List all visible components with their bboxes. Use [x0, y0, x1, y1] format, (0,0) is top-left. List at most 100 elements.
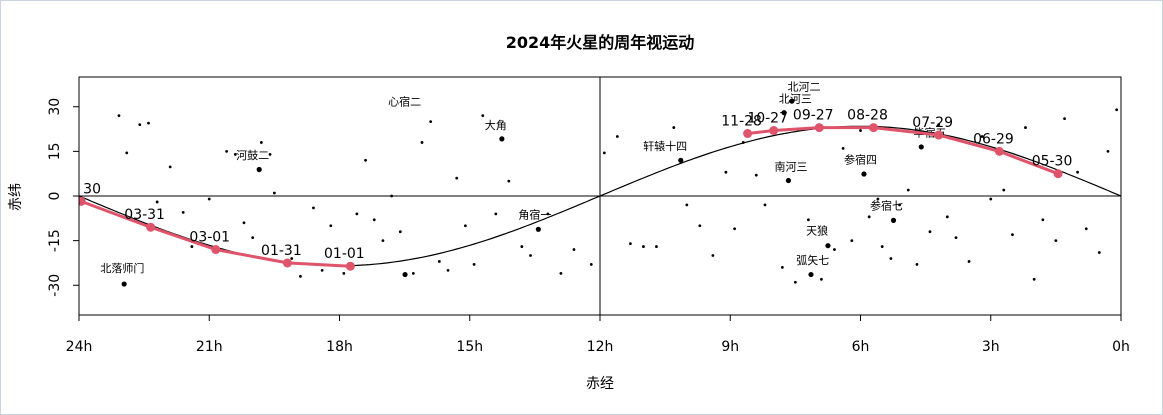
star-name-label: 北河三	[779, 92, 812, 105]
star-point	[820, 277, 823, 281]
star-point	[117, 114, 121, 118]
star-point	[954, 236, 958, 240]
star-point	[859, 129, 862, 132]
star-point	[342, 271, 346, 275]
star-point	[733, 227, 736, 231]
star-point	[259, 141, 263, 144]
x-tick-label: 3h	[982, 339, 1000, 355]
star-point	[268, 152, 272, 156]
star-point	[312, 206, 315, 210]
x-tick-label: 21h	[196, 339, 223, 355]
x-axis-label: 赤经	[586, 376, 614, 392]
star-point	[320, 268, 324, 272]
star-point	[628, 242, 632, 246]
star-point	[225, 149, 229, 153]
x-tick-label: 24h	[66, 339, 93, 355]
star-point	[1041, 218, 1045, 222]
star-point	[364, 158, 367, 162]
named-star-point	[402, 271, 408, 278]
star-name-label: 天狼	[806, 224, 828, 238]
star-point	[980, 135, 984, 138]
mars-date-point	[282, 258, 292, 268]
named-star-point	[825, 243, 831, 249]
x-tick-label: 6h	[852, 339, 870, 355]
star-point	[147, 121, 150, 125]
mars-date-label: 07-29	[912, 115, 953, 131]
star-point	[1106, 149, 1110, 153]
star-point	[233, 152, 237, 156]
star-point	[655, 245, 658, 248]
star-name-label: 轩辕十四	[643, 139, 687, 153]
star-point	[642, 245, 645, 248]
star-point	[841, 147, 845, 150]
y-tick-label: -30	[47, 274, 63, 297]
star-point	[299, 274, 302, 278]
star-point	[290, 257, 294, 260]
star-point	[741, 141, 745, 144]
named-star-point	[121, 281, 127, 287]
star-point	[602, 151, 606, 155]
mars-date-point	[769, 126, 779, 136]
plot-area: 心宿二大角河鼓二北落师门角宿一轩辕十四北河二北河三南河三参宿四毕宿五参宿七天狼弧…	[47, 76, 1130, 355]
y-tick-label: -15	[47, 229, 63, 252]
named-star-point	[808, 271, 814, 278]
star-point	[155, 200, 159, 204]
named-star-point	[861, 171, 867, 177]
named-star-point	[789, 98, 795, 104]
star-point	[251, 236, 255, 240]
plot-content: 心宿二大角河鼓二北落师门角宿一轩辕十四北河二北河三南河三参宿四毕宿五参宿七天狼弧…	[79, 77, 1121, 315]
star-point	[833, 248, 836, 251]
star-point	[967, 260, 971, 263]
y-tick-label: 30	[47, 98, 63, 116]
star-point	[615, 135, 619, 138]
star-point	[207, 197, 211, 201]
x-tick-label: 0h	[1112, 339, 1130, 355]
y-tick-label: 0	[47, 192, 63, 201]
star-name-label: 角宿一	[518, 207, 551, 221]
star-point	[411, 271, 415, 275]
star-point	[724, 170, 728, 174]
star-name-label: 北河二	[788, 80, 821, 93]
star-point	[711, 254, 715, 257]
mars-date-label: 03-31	[124, 207, 165, 223]
star-point	[1032, 277, 1036, 281]
star-point	[1011, 233, 1014, 237]
star-name-label: 河鼓二	[236, 148, 269, 162]
star-name-label: 南河三	[775, 161, 808, 174]
star-point	[945, 215, 949, 219]
mars-date-label: 08-28	[847, 108, 888, 124]
star-point	[190, 245, 194, 248]
mars-date-point	[814, 123, 824, 133]
named-star-point	[890, 217, 897, 223]
star-point	[880, 245, 884, 248]
star-point	[181, 210, 185, 214]
chart-title: 2024年火星的周年视运动	[506, 33, 695, 52]
mars-date-point	[934, 130, 944, 140]
star-point	[937, 123, 941, 126]
star-name-label: 大角	[485, 118, 507, 132]
star-point	[928, 230, 932, 234]
named-star-point	[678, 157, 684, 163]
y-axis-label: 赤纬	[8, 183, 24, 211]
mars-date-point	[994, 146, 1004, 156]
y-tick-label: 15	[47, 142, 63, 160]
star-point	[589, 263, 593, 266]
named-star-point	[499, 136, 505, 142]
x-tick-label: 15h	[456, 339, 483, 355]
star-point	[381, 239, 385, 243]
star-point	[446, 268, 450, 272]
star-point	[807, 218, 810, 222]
mars-date-label: 01-01	[324, 246, 365, 262]
star-point	[1054, 239, 1058, 243]
named-star-point	[918, 144, 924, 150]
x-tick-label: 9h	[721, 339, 739, 355]
star-point	[780, 266, 784, 269]
star-point	[329, 224, 333, 228]
mars-date-point	[345, 261, 355, 271]
star-name-label: 参宿七	[870, 198, 903, 212]
star-point	[546, 212, 550, 216]
star-point	[372, 218, 376, 222]
star-point	[125, 151, 129, 155]
